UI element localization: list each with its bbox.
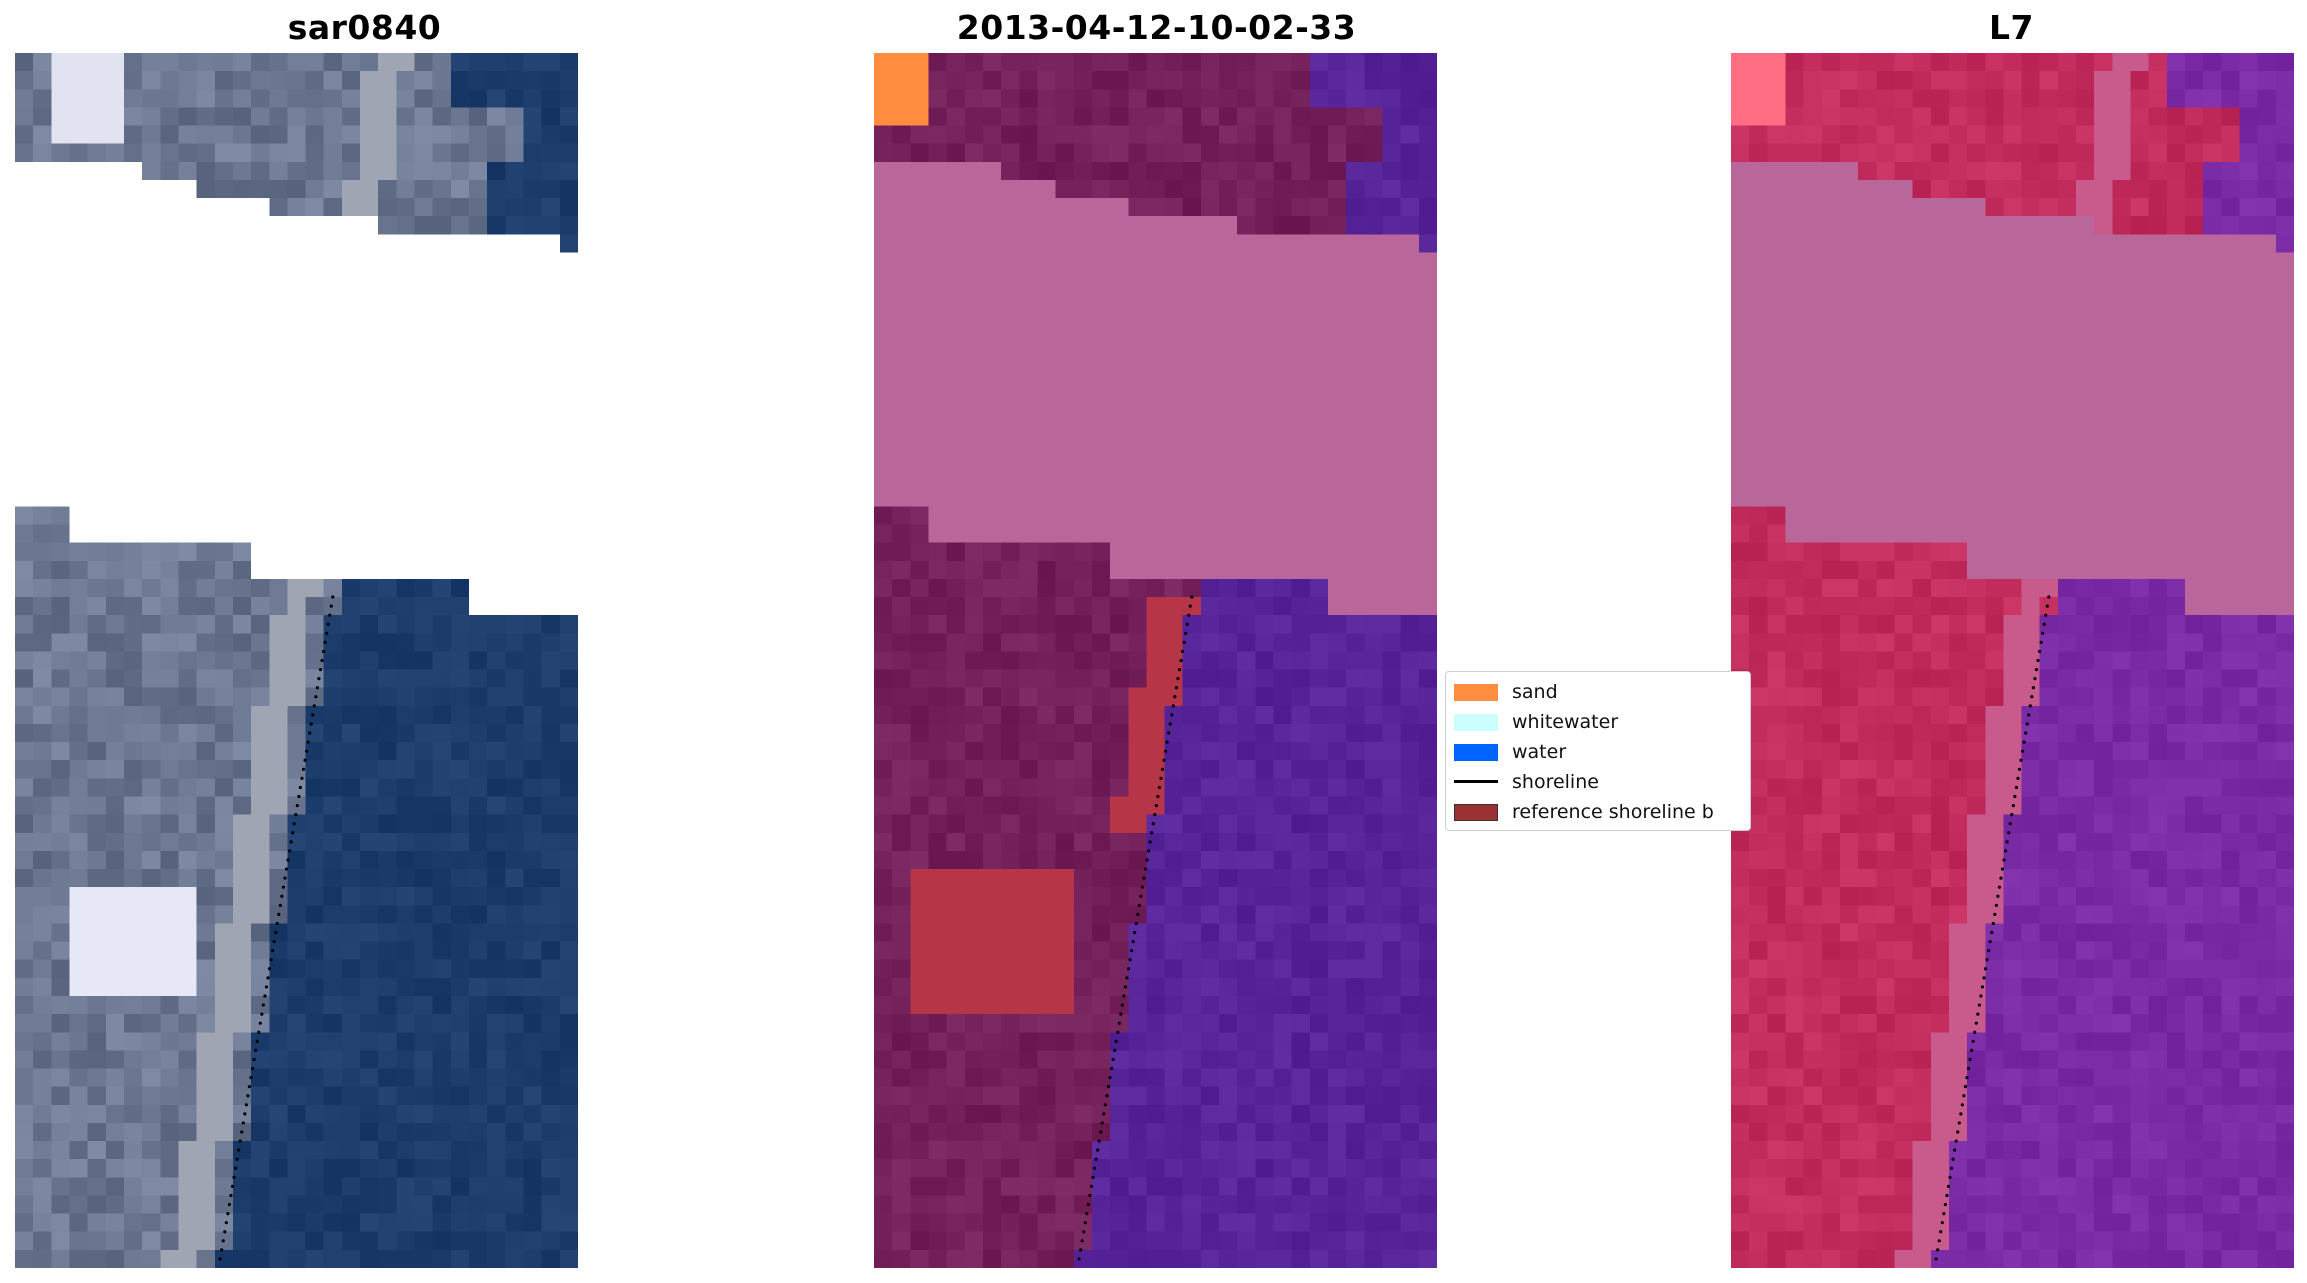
classified-image-panel [874,53,1437,1268]
legend-swatch-whitewater [1454,714,1498,731]
legend-swatch-water [1454,744,1498,761]
legend-line-shoreline [1454,780,1498,783]
legend-label-reference-shoreline: reference shoreline b [1512,801,1714,823]
legend: sand whitewater water shoreline referenc… [1445,671,1751,831]
legend-label-whitewater: whitewater [1512,711,1619,733]
legend-label-shoreline: shoreline [1512,771,1599,793]
false-color-image [1731,53,2294,1268]
classified-image [874,53,1437,1268]
legend-label-sand: sand [1512,681,1558,703]
legend-label-water: water [1512,741,1567,763]
legend-swatch-reference-shoreline [1454,804,1498,821]
rgb-image-panel [15,53,578,1268]
false-color-image-panel [1731,53,2294,1268]
panel-title-classified: 2013-04-12-10-02-33 [956,8,1357,47]
legend-swatch-sand [1454,684,1498,701]
panel-title-false-color: L7 [1989,8,2034,47]
panel-title-rgb: sar0840 [287,8,442,47]
rgb-satellite-image [15,53,578,1268]
